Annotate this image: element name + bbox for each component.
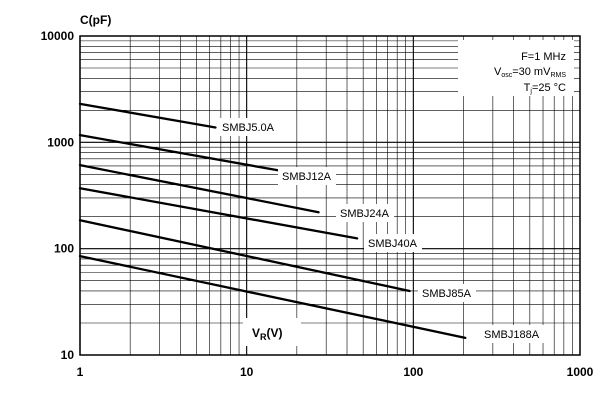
x-tick-label: 100 bbox=[403, 365, 423, 379]
series-label-text: SMBJ5.0A bbox=[222, 122, 275, 134]
x-axis-label-sub: R bbox=[260, 332, 267, 342]
y-axis-label: C(pF) bbox=[80, 13, 111, 27]
series-line bbox=[78, 133, 282, 172]
series-line bbox=[78, 255, 467, 339]
x-axis-label-unit: (V) bbox=[267, 326, 283, 340]
condition-temperature: Tj=25 °C bbox=[524, 82, 566, 95]
plot-border bbox=[79, 35, 581, 356]
series-label-text: SMBJ24A bbox=[340, 208, 390, 220]
svg-text:VR(V): VR(V) bbox=[252, 326, 283, 342]
series-label-text: SMBJ40A bbox=[368, 238, 418, 250]
condition-frequency: F=1 MHz bbox=[521, 51, 566, 63]
series-label: SMBJ85A bbox=[418, 284, 476, 302]
series-line bbox=[78, 219, 411, 293]
x-tick-label: 1000 bbox=[567, 365, 594, 379]
x-tick-label: 10 bbox=[240, 365, 254, 379]
x-tick-label: 1 bbox=[77, 365, 84, 379]
y-tick-label: 10 bbox=[61, 348, 75, 362]
y-tick-label: 1000 bbox=[47, 135, 74, 149]
series-label: SMBJ12A bbox=[278, 167, 336, 185]
series-curves bbox=[78, 102, 467, 339]
series-labels: SMBJ5.0A SMBJ12A SMBJ24A SMBJ40A SMBJ85A SMBJ… bbox=[218, 118, 546, 343]
series-line bbox=[78, 102, 217, 129]
y-tick-label: 10000 bbox=[41, 29, 75, 43]
series-line bbox=[78, 187, 359, 240]
series-label-text: SMBJ188A bbox=[484, 329, 540, 341]
series-label-text: SMBJ12A bbox=[282, 171, 332, 183]
series-label: SMBJ5.0A bbox=[218, 118, 280, 136]
y-tick-label: 100 bbox=[54, 242, 74, 256]
condition-vosc: Vosc=30 mVRMS bbox=[494, 66, 566, 79]
series-line bbox=[78, 164, 320, 214]
conditions-box: F=1 MHz Vosc=30 mVRMS Tj=25 °C bbox=[458, 40, 574, 96]
x-axis-label: VR(V) bbox=[243, 318, 301, 346]
x-axis-label-main: V bbox=[252, 326, 260, 340]
series-label-text: SMBJ85A bbox=[422, 288, 472, 300]
grid-lines bbox=[79, 36, 580, 356]
series-label: SMBJ24A bbox=[336, 204, 394, 222]
series-label: SMBJ188A bbox=[480, 325, 546, 343]
series-label: SMBJ40A bbox=[364, 234, 422, 252]
